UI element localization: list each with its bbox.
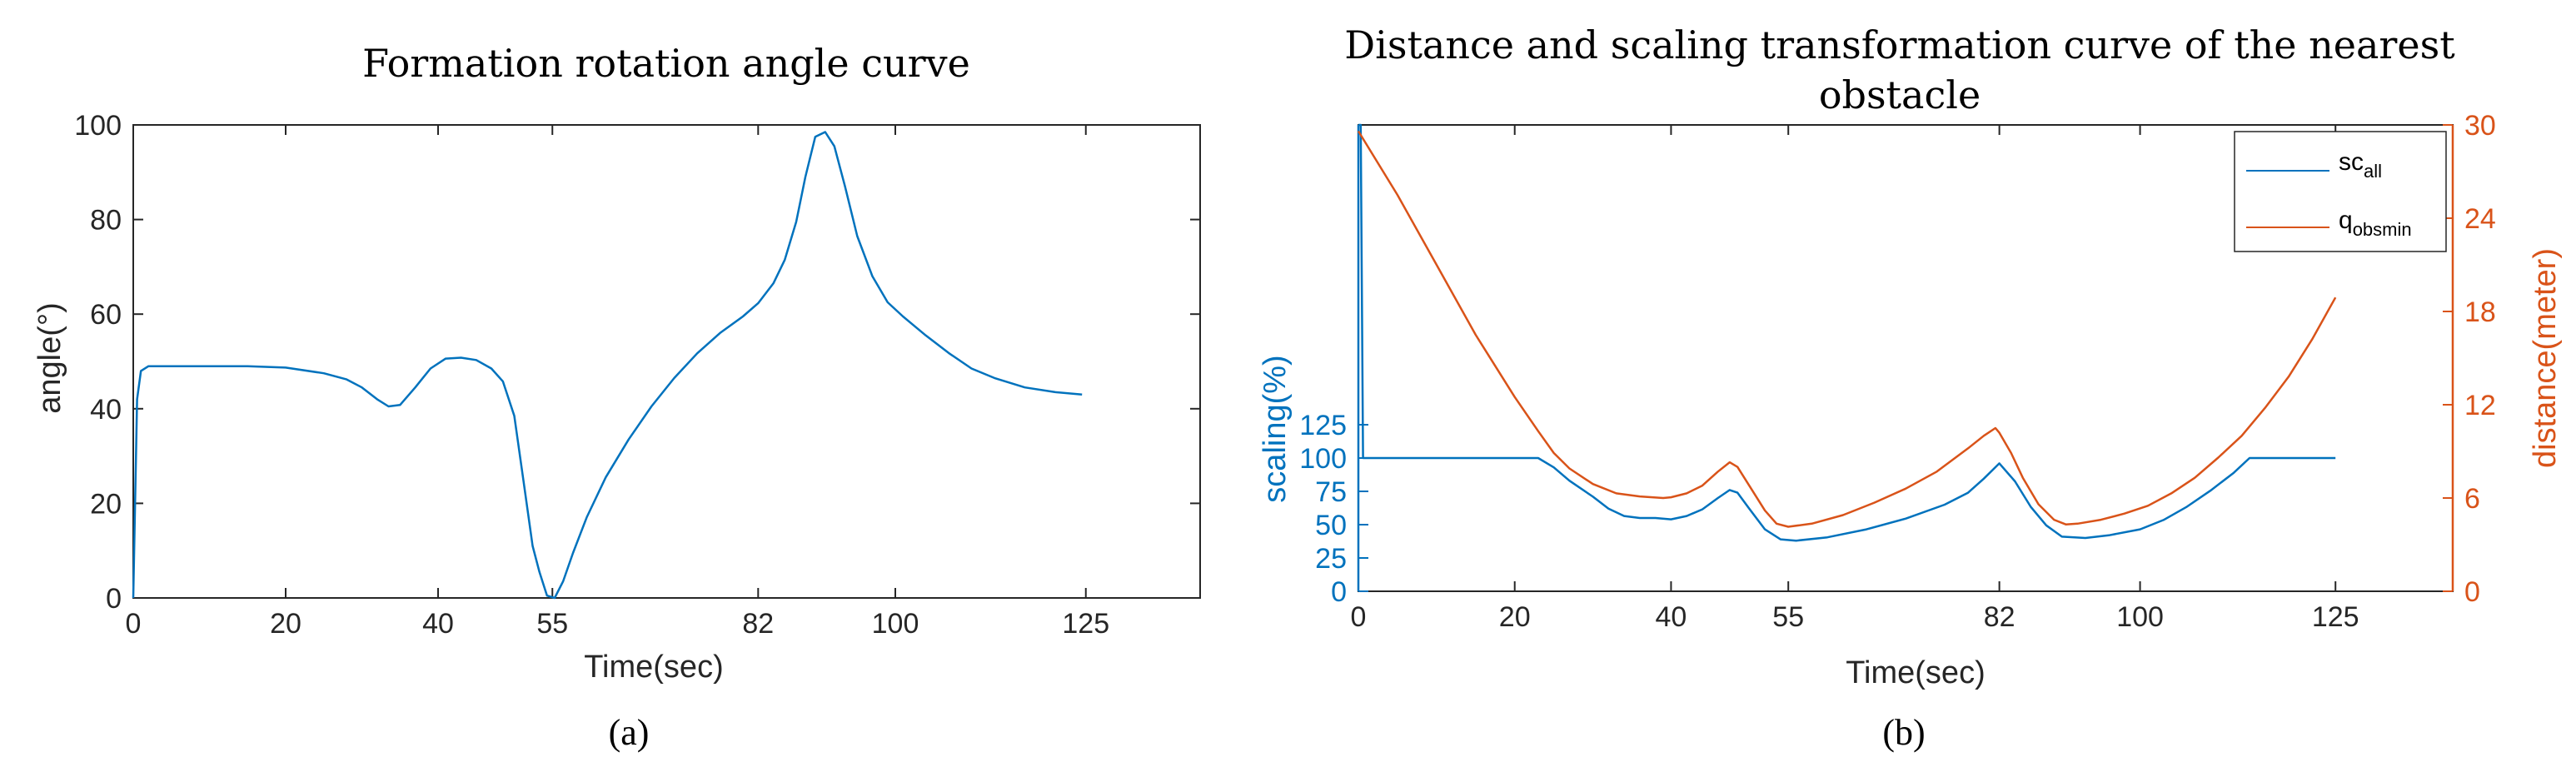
x-tick-label: 82 <box>742 608 774 640</box>
y-right-tick-label: 18 <box>2464 296 2496 328</box>
y-tick-label: 80 <box>90 205 122 237</box>
chart-a-xlabel: Time(sec) <box>584 650 723 685</box>
series-line-angle <box>132 131 1083 600</box>
y-right-tick-label: 0 <box>2464 576 2480 608</box>
x-tick-label: 100 <box>872 608 919 640</box>
series-line-sc_all <box>1358 123 2336 542</box>
x-tick-label: 100 <box>2116 601 2164 633</box>
legend-box <box>2234 131 2447 252</box>
y-left-tick-label: 25 <box>1315 543 1347 575</box>
y-left-tick-label: 75 <box>1315 476 1347 508</box>
x-tick-label: 20 <box>270 608 301 640</box>
x-tick-label: 40 <box>1656 601 1687 633</box>
chart-a-series <box>132 131 1083 600</box>
chart-b: Distance and scaling transformation curv… <box>1258 22 2563 753</box>
y-right-tick-label: 12 <box>2464 390 2496 421</box>
y-left-tick-label: 100 <box>1299 443 1347 475</box>
legend-label-q-obsmin: qobsmin <box>2339 207 2412 240</box>
x-tick-label: 125 <box>1062 608 1109 640</box>
chart-b-caption: (b) <box>1882 712 1925 753</box>
x-tick-label: 0 <box>1351 601 1367 633</box>
y-right-tick-label: 30 <box>2464 110 2496 142</box>
chart-b-legend: scall qobsmin <box>2234 131 2447 252</box>
chart-b-xlabel: Time(sec) <box>1846 655 1985 690</box>
x-tick-label: 125 <box>2312 601 2359 633</box>
legend-label-sc-all-sub: all <box>2364 161 2382 182</box>
y-left-tick-label: 0 <box>1331 576 1347 608</box>
legend-label-q-obsmin-sub: obsmin <box>2353 219 2412 240</box>
chart-a: Formation rotation angle curve 0 20 40 55 82… <box>32 41 1201 753</box>
y-right-tick-label: 24 <box>2464 203 2496 235</box>
y-tick-label: 100 <box>74 110 122 142</box>
x-tick-label: 55 <box>536 608 568 640</box>
chart-a-caption: (a) <box>609 712 650 753</box>
y-tick-label: 20 <box>90 488 122 520</box>
chart-b-title-line-2: obstacle <box>1819 72 1981 117</box>
chart-b-ylabel-right: distance(meter) <box>2528 248 2563 468</box>
x-tick-label: 20 <box>1499 601 1531 633</box>
y-tick-label: 60 <box>90 299 122 331</box>
x-tick-label: 40 <box>422 608 454 640</box>
y-right-tick-label: 6 <box>2464 483 2480 515</box>
x-tick-label: 55 <box>1772 601 1804 633</box>
legend-label-sc-all: scall <box>2339 148 2382 182</box>
legend-label-sc-all-base: sc <box>2339 148 2364 176</box>
chart-b-ylabel-left: scaling(%) <box>1258 355 1293 502</box>
chart-a-plot-area <box>132 124 1201 599</box>
x-tick-label: 0 <box>126 608 142 640</box>
y-tick-label: 40 <box>90 394 122 426</box>
series-line-q_obsmin <box>1357 130 2337 528</box>
chart-b-series <box>1357 123 2337 542</box>
chart-a-axes: 0 20 40 55 82 100 125 0 20 40 60 80 100 <box>74 110 1200 640</box>
y-left-tick-label: 125 <box>1299 410 1347 441</box>
chart-a-title: Formation rotation angle curve <box>362 41 970 86</box>
x-tick-label: 82 <box>1984 601 2015 633</box>
y-tick-label: 0 <box>106 583 122 615</box>
legend-label-q-obsmin-base: q <box>2339 207 2353 234</box>
chart-b-title-line-1: Distance and scaling transformation curv… <box>1344 22 2455 67</box>
y-left-tick-label: 50 <box>1315 510 1347 541</box>
chart-a-ylabel: angle(°) <box>32 302 67 413</box>
